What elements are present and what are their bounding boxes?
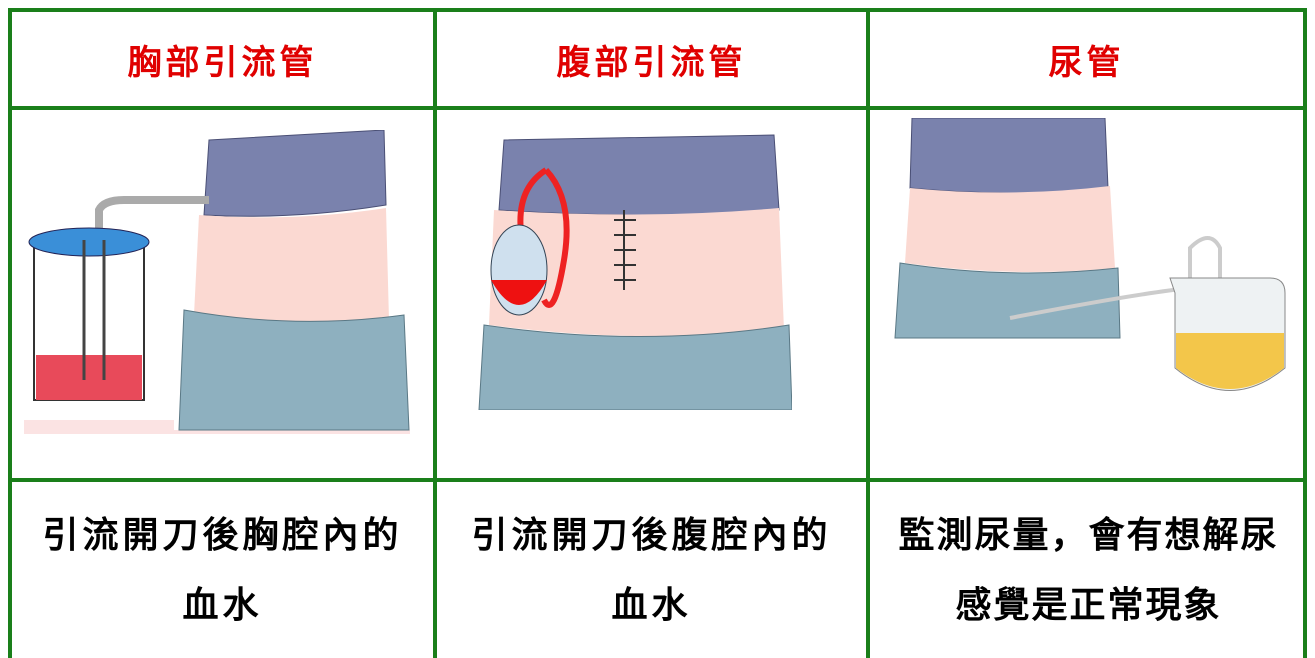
row-divider [8, 478, 1307, 482]
description-line: 引流開刀後腹腔內的 [471, 514, 832, 556]
column-divider [433, 8, 437, 658]
description-line: 感覺是正常現象 [955, 584, 1222, 626]
urinary-catheter-illustration [894, 118, 1286, 391]
table-frame [8, 8, 1307, 658]
column-divider [866, 8, 870, 658]
description-line: 引流開刀後胸腔內的 [42, 514, 403, 556]
header-cell: 尿管 [1048, 42, 1125, 83]
description-cell: 引流開刀後腹腔內的 血水 [437, 500, 866, 640]
description-cell: 引流開刀後胸腔內的 血水 [12, 500, 433, 640]
description-line: 監測尿量，會有想解尿 [898, 514, 1279, 556]
description-line: 血水 [182, 584, 263, 626]
description-line: 血水 [611, 584, 692, 626]
chest-drain-illustration [24, 130, 410, 434]
description-cell: 監測尿量，會有想解尿 感覺是正常現象 [870, 500, 1307, 640]
row-divider [8, 106, 1307, 110]
header-cell: 腹部引流管 [556, 42, 747, 83]
header-cell: 胸部引流管 [127, 42, 318, 83]
abdominal-drain-illustration [478, 134, 792, 410]
